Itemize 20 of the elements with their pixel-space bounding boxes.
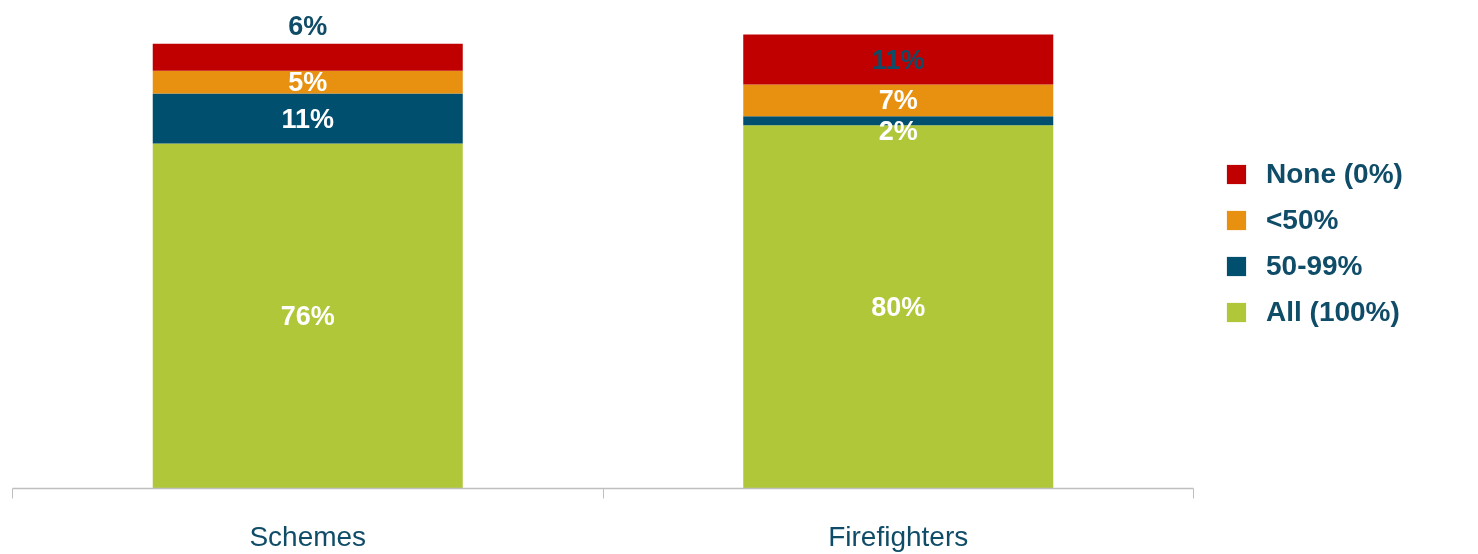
bar xyxy=(152,70,463,94)
legend-label: All (100%) xyxy=(1266,296,1400,328)
bar xyxy=(743,34,1054,85)
bar xyxy=(152,143,463,489)
data-label: 76% xyxy=(280,301,335,331)
data-label: 2% xyxy=(878,116,918,147)
data-label: 6% xyxy=(288,11,328,42)
bar xyxy=(743,84,1054,117)
legend-label: None (0%) xyxy=(1266,158,1403,190)
data-label: 11% xyxy=(871,44,925,75)
x-tick-label: Schemes xyxy=(249,520,367,552)
data-label: 80% xyxy=(871,291,926,322)
legend-label: <50% xyxy=(1266,204,1339,236)
data-label: 5% xyxy=(288,67,328,98)
data-label: 7% xyxy=(878,85,918,116)
bar xyxy=(152,43,463,71)
legend-label: 50-99% xyxy=(1266,250,1363,282)
x-tick-label: Firefighters xyxy=(828,520,969,552)
bar xyxy=(152,93,463,144)
data-label: 11% xyxy=(281,103,335,134)
